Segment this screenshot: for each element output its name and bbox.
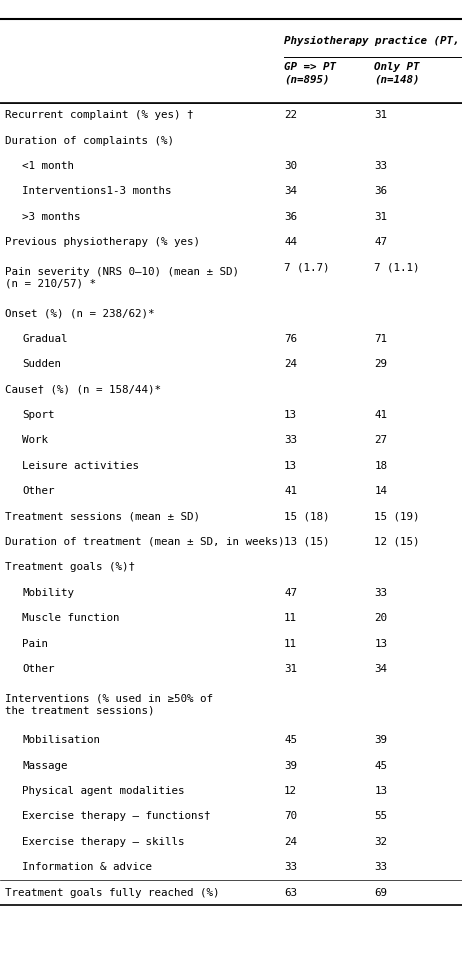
Text: 63: 63 [284, 888, 297, 898]
Text: 13 (15): 13 (15) [284, 537, 329, 547]
Text: Interventions (% used in ≥50% of
the treatment sessions): Interventions (% used in ≥50% of the tre… [5, 694, 213, 716]
Text: 45: 45 [374, 761, 387, 770]
Text: 70: 70 [284, 811, 297, 821]
Text: 13: 13 [284, 410, 297, 420]
Text: 12 (15): 12 (15) [374, 537, 419, 547]
Text: Treatment goals (%)†: Treatment goals (%)† [5, 562, 134, 572]
Text: Onset (%) (n = 238/62)*: Onset (%) (n = 238/62)* [5, 308, 154, 318]
Text: 39: 39 [284, 761, 297, 770]
Text: 45: 45 [284, 736, 297, 745]
Text: 47: 47 [374, 238, 387, 247]
Text: Massage: Massage [22, 761, 67, 770]
Text: Other: Other [22, 487, 55, 496]
Text: 24: 24 [284, 359, 297, 369]
Text: 31: 31 [284, 664, 297, 673]
Text: 20: 20 [374, 613, 387, 623]
Text: 69: 69 [374, 888, 387, 898]
Text: 36: 36 [284, 212, 297, 221]
Text: 36: 36 [374, 187, 387, 196]
Text: 13: 13 [284, 461, 297, 470]
Text: Duration of treatment (mean ± SD, in weeks): Duration of treatment (mean ± SD, in wee… [5, 537, 284, 547]
Text: 55: 55 [374, 811, 387, 821]
Text: Pain severity (NRS 0–10) (mean ± SD)
(n = 210/57) *: Pain severity (NRS 0–10) (mean ± SD) (n … [5, 267, 238, 288]
Text: Exercise therapy – functions†: Exercise therapy – functions† [22, 811, 211, 821]
Text: 32: 32 [374, 837, 387, 847]
Text: 27: 27 [374, 436, 387, 445]
Text: Sport: Sport [22, 410, 55, 420]
Text: 7 (1.7): 7 (1.7) [284, 262, 329, 272]
Text: Mobility: Mobility [22, 588, 74, 598]
Text: Mobilisation: Mobilisation [22, 736, 100, 745]
Text: Treatment sessions (mean ± SD): Treatment sessions (mean ± SD) [5, 512, 200, 521]
Text: 14: 14 [374, 487, 387, 496]
Text: 41: 41 [284, 487, 297, 496]
Text: Physical agent modalities: Physical agent modalities [22, 787, 185, 796]
Text: 41: 41 [374, 410, 387, 420]
Text: 24: 24 [284, 837, 297, 847]
Text: Muscle function: Muscle function [22, 613, 120, 623]
Text: 7 (1.1): 7 (1.1) [374, 262, 419, 272]
Text: 33: 33 [374, 862, 387, 872]
Text: Gradual: Gradual [22, 334, 67, 344]
Text: 13: 13 [374, 787, 387, 796]
Text: 33: 33 [284, 436, 297, 445]
Text: 15 (19): 15 (19) [374, 512, 419, 521]
Text: Physiotherapy practice (PT,: Physiotherapy practice (PT, [284, 36, 460, 46]
Text: 33: 33 [374, 161, 387, 171]
Text: Duration of complaints (%): Duration of complaints (%) [5, 136, 174, 146]
Text: Interventions1-3 months: Interventions1-3 months [22, 187, 172, 196]
Text: Treatment goals fully reached (%): Treatment goals fully reached (%) [5, 888, 219, 898]
Text: Leisure activities: Leisure activities [22, 461, 139, 470]
Text: Only PT
(n=148): Only PT (n=148) [374, 62, 419, 84]
Text: 34: 34 [284, 187, 297, 196]
Text: GP => PT
(n=895): GP => PT (n=895) [284, 62, 336, 84]
Text: >3 months: >3 months [22, 212, 81, 221]
Text: 71: 71 [374, 334, 387, 344]
Text: 31: 31 [374, 212, 387, 221]
Text: 18: 18 [374, 461, 387, 470]
Text: 39: 39 [374, 736, 387, 745]
Text: 44: 44 [284, 238, 297, 247]
Text: 15 (18): 15 (18) [284, 512, 329, 521]
Text: 11: 11 [284, 613, 297, 623]
Text: 29: 29 [374, 359, 387, 369]
Text: 13: 13 [374, 639, 387, 649]
Text: 33: 33 [284, 862, 297, 872]
Text: Pain: Pain [22, 639, 48, 649]
Text: Information & advice: Information & advice [22, 862, 152, 872]
Text: Work: Work [22, 436, 48, 445]
Text: 47: 47 [284, 588, 297, 598]
Text: 33: 33 [374, 588, 387, 598]
Text: 34: 34 [374, 664, 387, 673]
Text: Previous physiotherapy (% yes): Previous physiotherapy (% yes) [5, 238, 200, 247]
Text: 30: 30 [284, 161, 297, 171]
Text: 31: 31 [374, 110, 387, 120]
Text: Sudden: Sudden [22, 359, 61, 369]
Text: Recurrent complaint (% yes) †: Recurrent complaint (% yes) † [5, 110, 193, 120]
Text: 11: 11 [284, 639, 297, 649]
Text: Other: Other [22, 664, 55, 673]
Text: Exercise therapy – skills: Exercise therapy – skills [22, 837, 185, 847]
Text: 22: 22 [284, 110, 297, 120]
Text: <1 month: <1 month [22, 161, 74, 171]
Text: 12: 12 [284, 787, 297, 796]
Text: 76: 76 [284, 334, 297, 344]
Text: Cause† (%) (n = 158/44)*: Cause† (%) (n = 158/44)* [5, 385, 161, 395]
